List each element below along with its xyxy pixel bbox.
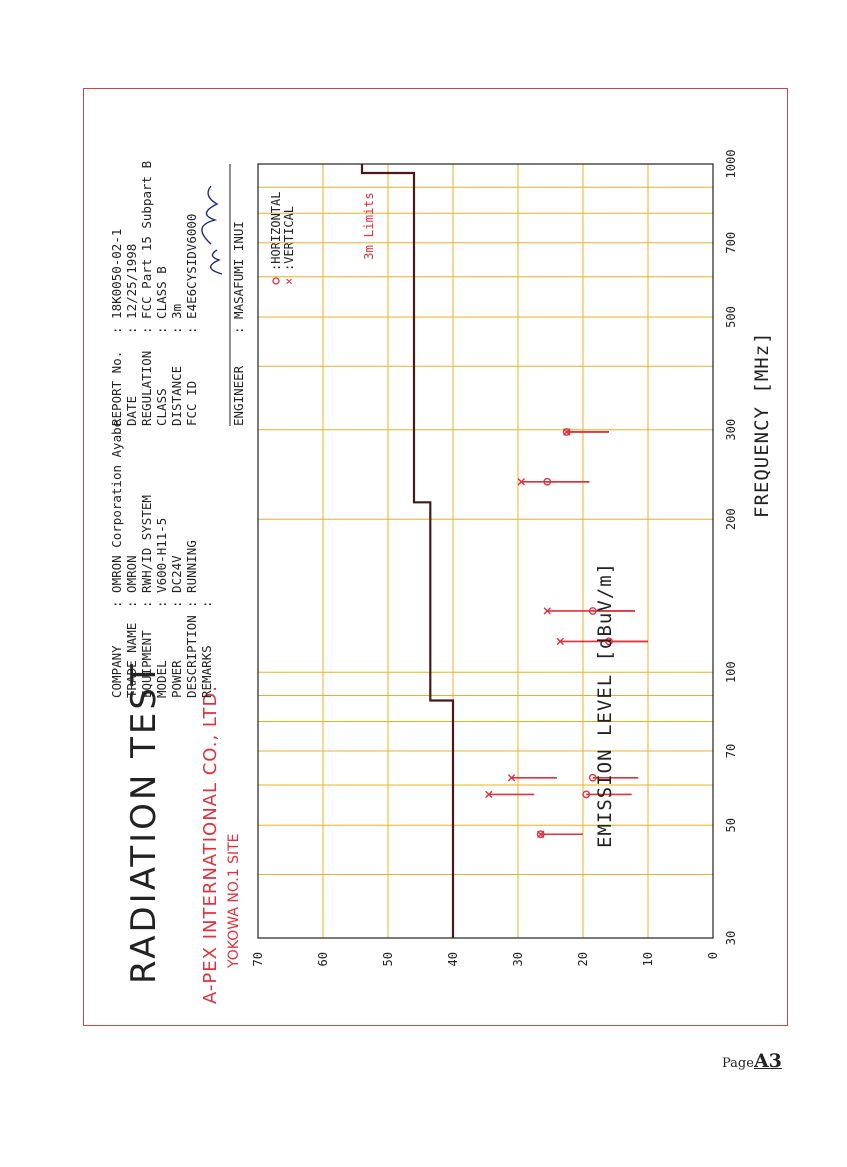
info-remarks-label: REMARKS — [199, 645, 214, 698]
info-distance-label: DISTANCE — [169, 366, 184, 426]
x-axis-title: FREQUENCY [MHz] — [751, 331, 773, 518]
info-description-value: : RUNNING — [184, 540, 199, 608]
info-left: COMPANY : OMRON Corporation Ayabe TRADE … — [109, 420, 214, 698]
info-regulation-value: : FCC Part 15 Subpart B — [139, 161, 154, 334]
x-tick-label: 700 — [724, 232, 738, 254]
limit-line — [360, 164, 455, 938]
plot-border — [257, 163, 714, 939]
company-name: A-PEX INTERNATIONAL CO., LTD. — [200, 685, 221, 1004]
point-horizontal — [582, 790, 591, 799]
info-power-label: POWER — [169, 660, 184, 698]
site-name: YOKOWA NO.1 SITE — [226, 834, 242, 970]
y-tick-label: 60 — [316, 952, 330, 966]
x-tick-label: 50 — [724, 818, 738, 832]
point-vertical — [563, 428, 571, 436]
info-model-value: : V600-H11-5 — [154, 518, 169, 608]
info-fccid-label: FCC ID — [184, 381, 199, 426]
y-tick-label: 50 — [381, 952, 395, 966]
info-trade-value: : OMRON — [124, 555, 139, 608]
info-date-label: DATE — [124, 396, 139, 426]
x-tick-label: 200 — [724, 508, 738, 530]
x-tick-label: 100 — [724, 661, 738, 683]
x-tick-label: 1000 — [724, 150, 738, 179]
info-equipment-value: : RWH/ID SYSTEM — [139, 495, 154, 608]
info-right: REPORT No. : 18K0050-02-1 DATE : 12/25/1… — [109, 161, 246, 426]
engineer-value: : MASAFUMI INUI — [231, 221, 246, 334]
info-class-value: : CLASS B — [154, 266, 169, 334]
y-tick-label: 70 — [251, 952, 265, 966]
rotated-report: RADIATION TEST A-PEX INTERNATIONAL CO., … — [83, 88, 788, 1026]
info-regulation-label: REGULATION — [139, 351, 154, 426]
point-horizontal — [588, 773, 597, 782]
point-vertical — [507, 774, 516, 782]
y-tick-label: 30 — [511, 952, 525, 966]
legend-horizontal-label: :HORIZONTAL — [269, 192, 283, 271]
y-tick-label: 40 — [446, 952, 460, 966]
info-remarks-value: : — [199, 600, 214, 608]
point-vertical — [537, 830, 545, 838]
info-equipment-label: EQUIPMENT — [139, 630, 154, 698]
y-tick-label: 10 — [641, 952, 655, 966]
page-prefix: Page — [722, 1056, 754, 1071]
legend-horizontal-marker — [272, 277, 280, 285]
y-tick-label: 20 — [576, 952, 590, 966]
x-tick-label: 70 — [724, 744, 738, 758]
report-frame — [83, 88, 788, 1026]
engineer-label: ENGINEER — [231, 365, 246, 426]
info-company-value: : OMRON Corporation Ayabe — [109, 420, 124, 608]
legend-vertical-label: :VERTICAL — [282, 206, 296, 271]
page-number: PageA3 — [722, 1050, 782, 1072]
y-axis-title: EMISSION LEVEL [dBuV/m] — [594, 562, 616, 848]
x-tick-label: 300 — [724, 419, 738, 441]
point-vertical — [485, 790, 493, 799]
engineer-signature — [201, 185, 223, 275]
point-vertical — [517, 478, 525, 486]
radiation-chart: RADIATION TEST A-PEX INTERNATIONAL CO., … — [109, 150, 773, 1004]
limit-label: 3m Limits — [361, 192, 376, 260]
info-company-label: COMPANY — [109, 645, 124, 698]
info-class-label: CLASS — [154, 388, 169, 426]
info-report-value: : 18K0050-02-1 — [109, 229, 124, 334]
info-model-label: MODEL — [154, 660, 169, 698]
info-trade-label: TRADE NAME — [124, 623, 139, 698]
y-tick-label: 0 — [706, 952, 720, 959]
chart-legend: :HORIZONTAL × :VERTICAL — [269, 192, 296, 285]
report-title: RADIATION TEST — [124, 661, 164, 984]
info-report-label: REPORT No. — [109, 351, 124, 426]
x-tick-label: 30 — [724, 931, 738, 945]
info-date-value: : 12/25/1998 — [124, 244, 139, 334]
point-vertical — [543, 607, 551, 615]
info-power-value: : DC24V — [169, 555, 184, 608]
info-fccid-value: : E4E6CYSIDV6000 — [184, 214, 199, 334]
info-description-label: DESCRIPTION — [184, 615, 199, 698]
page-id: A3 — [753, 1050, 782, 1072]
point-vertical — [556, 637, 564, 646]
plot-area: 0 10 20 30 40 50 60 70 30 50 70 100 200 300 500 700 1000 — [251, 150, 738, 967]
info-distance-value: : 3m — [169, 304, 184, 334]
x-tick-label: 500 — [724, 306, 738, 328]
legend-vertical-marker: × — [282, 278, 296, 285]
